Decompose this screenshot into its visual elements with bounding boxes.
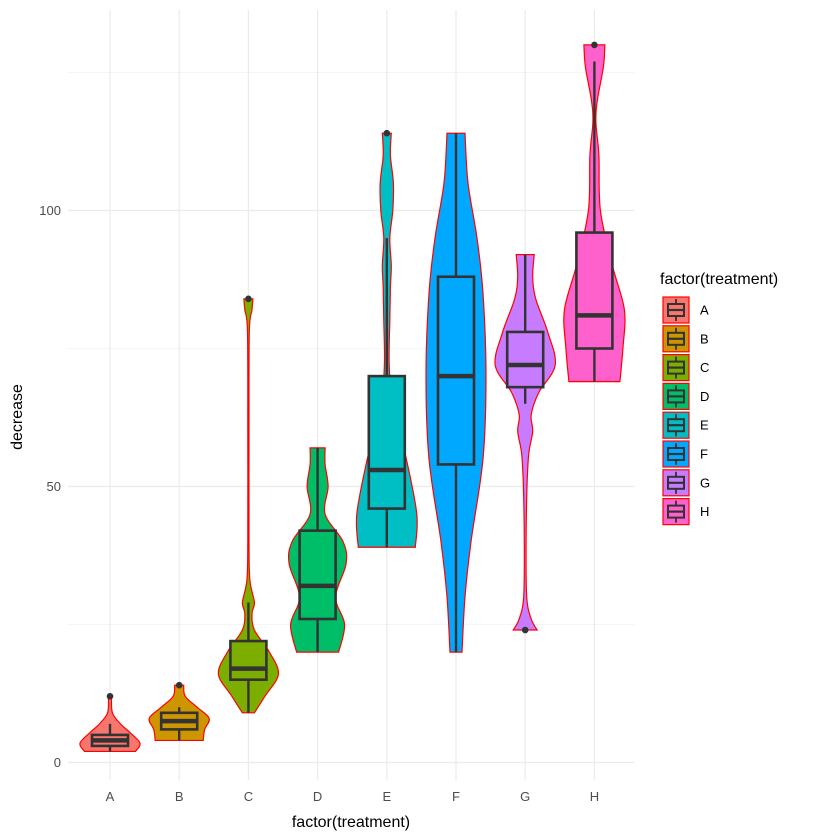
box-E: [367, 374, 407, 510]
y-tick-label: 50: [47, 479, 61, 494]
outlier-point: [383, 129, 391, 137]
legend-label: C: [700, 360, 709, 375]
x-tick-label: A: [106, 789, 115, 804]
legend-label: D: [700, 389, 709, 404]
y-tick-label: 0: [54, 755, 61, 770]
legend-label: G: [700, 475, 710, 490]
boxplots: [90, 41, 614, 752]
x-tick-label: G: [520, 789, 530, 804]
box-F: [436, 275, 476, 466]
legend-title: factor(treatment): [660, 271, 778, 288]
legend-item-E: E: [662, 411, 709, 439]
grid-lines: [68, 10, 634, 780]
legend-label: B: [700, 331, 709, 346]
x-axis-ticks: A B C D E F G H: [106, 789, 599, 804]
violin-C: [217, 298, 280, 714]
box-H: [575, 231, 614, 350]
x-axis-title: factor(treatment): [292, 814, 410, 831]
outlier-point: [245, 295, 252, 303]
box-D: [298, 529, 337, 621]
x-tick-label: H: [590, 789, 599, 804]
violins: [79, 44, 626, 753]
legend-item-A: A: [662, 296, 709, 324]
x-tick-label: F: [452, 789, 460, 804]
legend-item-H: H: [662, 498, 709, 526]
box-C: [229, 639, 268, 681]
legend-label: H: [700, 504, 709, 519]
legend-label: A: [700, 303, 709, 318]
y-axis-title: decrease: [9, 384, 26, 450]
x-tick-label: C: [244, 789, 253, 804]
legend-item-C: C: [662, 354, 709, 382]
x-tick-label: B: [175, 789, 184, 804]
legend-label: E: [700, 418, 709, 433]
box-G: [505, 330, 545, 389]
y-tick-label: 100: [39, 203, 61, 218]
legend-item-G: G: [662, 469, 710, 497]
x-tick-label: D: [313, 789, 322, 804]
outlier-point: [591, 41, 598, 49]
y-axis-ticks: 0 50 100: [39, 203, 61, 770]
outlier-point: [175, 681, 183, 689]
legend-item-F: F: [662, 440, 708, 468]
x-tick-label: E: [382, 789, 391, 804]
legend-label: F: [700, 447, 708, 462]
outlier-point: [521, 626, 529, 634]
outlier-point: [106, 692, 114, 700]
legend-item-B: B: [662, 325, 709, 353]
legend-item-D: D: [662, 382, 709, 410]
